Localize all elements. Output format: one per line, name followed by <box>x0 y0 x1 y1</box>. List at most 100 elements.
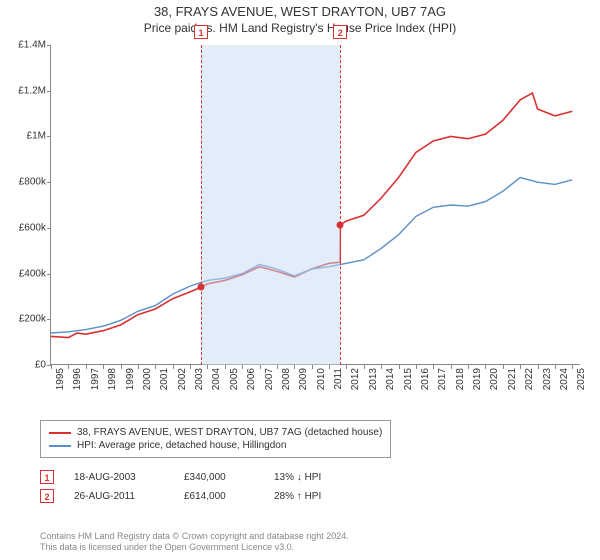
x-tick-label: 2020 <box>489 368 500 390</box>
chart-area: £0£200k£400k£600k£800k£1M£1.2M£1.4M19951… <box>50 45 580 390</box>
y-tick-mark <box>47 45 51 46</box>
x-tick-label: 2007 <box>264 368 275 390</box>
x-tick-mark <box>173 365 174 369</box>
x-tick-label: 1996 <box>72 368 83 390</box>
transaction-price: £340,000 <box>184 472 254 483</box>
marker-line <box>340 45 341 365</box>
x-tick-label: 1995 <box>55 368 66 390</box>
chart-title-block: 38, FRAYS AVENUE, WEST DRAYTON, UB7 7AG … <box>0 0 600 35</box>
title-line-2: Price paid vs. HM Land Registry's House … <box>0 21 600 35</box>
x-tick-label: 2001 <box>159 368 170 390</box>
x-tick-label: 2017 <box>437 368 448 390</box>
y-tick-mark <box>47 136 51 137</box>
sale-point-dot <box>337 221 344 228</box>
x-tick-mark <box>399 365 400 369</box>
x-tick-label: 2011 <box>333 368 344 390</box>
x-tick-mark <box>381 365 382 369</box>
y-tick-label: £0 <box>1 360 46 371</box>
x-tick-label: 2012 <box>350 368 361 390</box>
y-tick-mark <box>47 91 51 92</box>
legend-label: HPI: Average price, detached house, Hill… <box>77 440 286 451</box>
x-tick-label: 2000 <box>142 368 153 390</box>
x-tick-mark <box>242 365 243 369</box>
x-tick-label: 2016 <box>420 368 431 390</box>
x-tick-label: 2008 <box>281 368 292 390</box>
legend-swatch <box>49 445 71 447</box>
x-tick-label: 1997 <box>90 368 101 390</box>
legend-row: 38, FRAYS AVENUE, WEST DRAYTON, UB7 7AG … <box>49 427 382 438</box>
x-tick-mark <box>155 365 156 369</box>
x-tick-label: 2005 <box>229 368 240 390</box>
legend-label: 38, FRAYS AVENUE, WEST DRAYTON, UB7 7AG … <box>77 427 382 438</box>
legend-row: HPI: Average price, detached house, Hill… <box>49 440 382 451</box>
footer-line-2: This data is licensed under the Open Gov… <box>40 542 349 554</box>
x-tick-mark <box>68 365 69 369</box>
x-tick-mark <box>207 365 208 369</box>
plot-area: £0£200k£400k£600k£800k£1M£1.2M£1.4M19951… <box>50 45 580 365</box>
x-tick-label: 2002 <box>177 368 188 390</box>
x-tick-label: 2014 <box>385 368 396 390</box>
marker-label-box: 1 <box>194 25 208 39</box>
y-tick-label: £400k <box>1 268 46 279</box>
transaction-marker-box: 1 <box>40 470 54 484</box>
y-tick-label: £1.4M <box>1 40 46 51</box>
sale-point-dot <box>197 284 204 291</box>
y-tick-mark <box>47 274 51 275</box>
x-tick-mark <box>138 365 139 369</box>
transaction-row: 1 18-AUG-2003 £340,000 13% ↓ HPI <box>40 470 354 484</box>
y-tick-label: £200k <box>1 314 46 325</box>
x-tick-mark <box>190 365 191 369</box>
x-tick-label: 2013 <box>368 368 379 390</box>
x-tick-mark <box>451 365 452 369</box>
x-tick-mark <box>555 365 556 369</box>
y-tick-mark <box>47 182 51 183</box>
x-tick-label: 2021 <box>507 368 518 390</box>
x-tick-label: 2019 <box>472 368 483 390</box>
x-tick-mark <box>416 365 417 369</box>
x-tick-mark <box>538 365 539 369</box>
x-tick-mark <box>572 365 573 369</box>
x-tick-label: 2009 <box>298 368 309 390</box>
x-tick-label: 2003 <box>194 368 205 390</box>
marker-label-box: 2 <box>333 25 347 39</box>
x-tick-mark <box>346 365 347 369</box>
transaction-delta: 13% ↓ HPI <box>274 472 354 483</box>
x-tick-label: 1998 <box>107 368 118 390</box>
y-tick-label: £600k <box>1 222 46 233</box>
x-tick-label: 2006 <box>246 368 257 390</box>
legend-swatch <box>49 432 71 434</box>
x-tick-label: 2024 <box>559 368 570 390</box>
x-tick-mark <box>277 365 278 369</box>
x-tick-mark <box>294 365 295 369</box>
x-tick-mark <box>121 365 122 369</box>
transaction-price: £614,000 <box>184 491 254 502</box>
x-tick-label: 1999 <box>125 368 136 390</box>
x-tick-label: 2025 <box>576 368 587 390</box>
transaction-table: 1 18-AUG-2003 £340,000 13% ↓ HPI 2 26-AUG-201… <box>40 465 354 508</box>
legend-box: 38, FRAYS AVENUE, WEST DRAYTON, UB7 7AG … <box>40 420 391 458</box>
transaction-date: 18-AUG-2003 <box>74 472 164 483</box>
x-tick-label: 2022 <box>524 368 535 390</box>
transaction-date: 26-AUG-2011 <box>74 491 164 502</box>
x-tick-label: 2018 <box>455 368 466 390</box>
x-tick-label: 2015 <box>403 368 414 390</box>
y-tick-label: £1.2M <box>1 85 46 96</box>
title-line-1: 38, FRAYS AVENUE, WEST DRAYTON, UB7 7AG <box>0 4 600 19</box>
x-tick-mark <box>364 365 365 369</box>
x-tick-mark <box>485 365 486 369</box>
x-tick-mark <box>86 365 87 369</box>
x-tick-mark <box>520 365 521 369</box>
x-tick-mark <box>503 365 504 369</box>
x-tick-mark <box>225 365 226 369</box>
transaction-row: 226-AUG-2011£614,00028% ↑ HPI <box>40 489 354 503</box>
x-tick-mark <box>260 365 261 369</box>
x-tick-label: 2023 <box>542 368 553 390</box>
y-tick-label: £800k <box>1 177 46 188</box>
y-tick-mark <box>47 228 51 229</box>
x-tick-mark <box>329 365 330 369</box>
x-tick-mark <box>468 365 469 369</box>
y-tick-mark <box>47 319 51 320</box>
transaction-marker-box: 2 <box>40 489 54 503</box>
x-tick-label: 2004 <box>211 368 222 390</box>
shaded-region <box>201 45 340 365</box>
